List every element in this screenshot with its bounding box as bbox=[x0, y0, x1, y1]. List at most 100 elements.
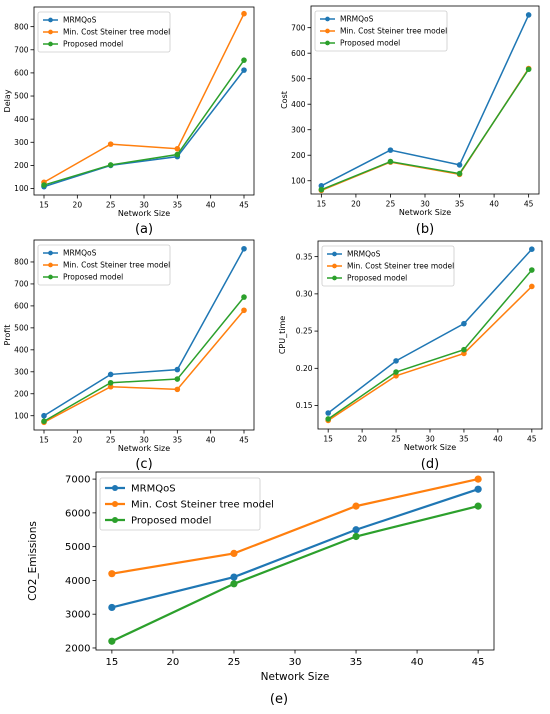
x-tick-label: 20 bbox=[73, 201, 83, 210]
y-tick-label: 7000 bbox=[65, 475, 90, 486]
legend-label-proposed: Proposed model bbox=[63, 40, 123, 49]
y-tick-label: 5000 bbox=[65, 542, 90, 553]
legend-box bbox=[37, 244, 171, 286]
data-point-mrmqos bbox=[318, 183, 325, 189]
data-point-min-cost bbox=[474, 475, 482, 483]
data-point-mrmqos bbox=[230, 573, 238, 581]
x-tick-label: 30 bbox=[425, 435, 435, 444]
data-point-proposed bbox=[352, 532, 360, 541]
data-point-proposed bbox=[325, 416, 331, 422]
legend-label-proposed: Proposed model bbox=[340, 39, 400, 48]
panel-caption: (b) bbox=[416, 222, 434, 237]
x-tick-label: 25 bbox=[228, 657, 241, 668]
series-line-proposed bbox=[43, 59, 245, 186]
data-point-proposed bbox=[318, 186, 325, 193]
data-point-proposed bbox=[174, 376, 181, 382]
series-line-mrmqos bbox=[321, 14, 530, 187]
y-tick-label: 400 bbox=[14, 345, 29, 354]
data-point-proposed bbox=[230, 580, 238, 588]
x-tick-label: 35 bbox=[173, 201, 183, 210]
data-point-mrmqos bbox=[393, 358, 399, 364]
x-tick-label: 30 bbox=[139, 436, 149, 445]
y-tick-label: 100 bbox=[291, 176, 306, 185]
legend-marker-proposed bbox=[48, 41, 53, 47]
panel-caption: (d) bbox=[421, 457, 439, 472]
y-tick-label: 4000 bbox=[65, 576, 90, 587]
y-axis-label: CPU_time bbox=[278, 316, 287, 354]
data-point-proposed bbox=[41, 182, 47, 188]
x-tick-label: 20 bbox=[351, 200, 361, 209]
legend-marker-proposed bbox=[332, 275, 337, 281]
x-tick-label: 40 bbox=[489, 200, 499, 209]
legend-marker-mrmqos bbox=[48, 17, 53, 23]
y-axis-label: Cost bbox=[280, 91, 289, 109]
series-line-mrmqos bbox=[111, 488, 479, 609]
legend-marker-min-cost bbox=[332, 263, 337, 269]
panel-caption: (a) bbox=[135, 222, 153, 237]
y-tick-label: 300 bbox=[14, 138, 29, 147]
x-tick-label: 40 bbox=[411, 657, 424, 668]
legend-label-mrmqos: MRMQoS bbox=[63, 16, 97, 25]
data-point-min-cost bbox=[352, 502, 360, 510]
series-line-proposed bbox=[321, 68, 530, 191]
legend-marker-mrmqos bbox=[325, 16, 330, 22]
legend-marker-proposed bbox=[48, 274, 53, 280]
panel-caption: (c) bbox=[135, 457, 152, 472]
data-point-mrmqos bbox=[241, 245, 247, 252]
y-tick-label: 500 bbox=[14, 92, 29, 101]
data-point-mrmqos bbox=[352, 526, 360, 534]
data-point-mrmqos bbox=[241, 67, 247, 73]
legend-label-mrmqos: MRMQoS bbox=[340, 15, 374, 24]
data-point-min-cost bbox=[174, 386, 181, 393]
legend-label-mrmqos: MRMQoS bbox=[63, 249, 97, 258]
legend-label-proposed: Proposed model bbox=[347, 274, 407, 283]
data-point-mrmqos bbox=[461, 320, 467, 327]
legend-label-min-cost: Min. Cost Steiner tree model bbox=[347, 262, 454, 271]
series-line-min-cost bbox=[321, 68, 530, 192]
y-tick-label: 100 bbox=[14, 184, 29, 193]
legend-box bbox=[99, 477, 261, 531]
data-point-proposed bbox=[41, 418, 47, 425]
data-point-min-cost bbox=[230, 549, 238, 558]
legend-marker-proposed bbox=[111, 516, 119, 524]
y-tick-label: 500 bbox=[14, 323, 29, 332]
legend-label-mrmqos: MRMQoS bbox=[347, 250, 381, 259]
y-tick-label: 200 bbox=[14, 389, 29, 398]
data-point-mrmqos bbox=[174, 366, 181, 373]
data-point-proposed bbox=[525, 66, 532, 73]
data-point-mrmqos bbox=[108, 603, 116, 612]
x-tick-label: 30 bbox=[289, 657, 302, 668]
data-point-mrmqos bbox=[325, 410, 331, 416]
y-tick-label: 300 bbox=[14, 367, 29, 376]
y-tick-label: 0.20 bbox=[296, 364, 313, 373]
data-point-min-cost bbox=[107, 383, 114, 390]
y-tick-label: 700 bbox=[14, 280, 29, 289]
y-tick-label: 400 bbox=[291, 100, 306, 109]
x-tick-label: 25 bbox=[386, 200, 396, 209]
chart-panel-4: 15 20 25 30 35 40 45 0.15 0.20 0.25 0.30 0.35 Networ… bbox=[278, 240, 543, 472]
x-tick-label: 25 bbox=[106, 436, 116, 445]
chart-panel-3: 15 20 25 30 35 40 45 100 200 300 400 500 600 700 800 Ne… bbox=[3, 239, 255, 472]
x-tick-label: 40 bbox=[206, 201, 216, 210]
data-point-proposed bbox=[461, 346, 467, 353]
data-point-mrmqos bbox=[456, 162, 463, 168]
legend-marker-mrmqos bbox=[332, 251, 337, 257]
data-point-min-cost bbox=[529, 283, 535, 290]
y-tick-label: 6000 bbox=[65, 508, 90, 519]
y-tick-label: 600 bbox=[291, 49, 306, 58]
x-axis-label: Network Size bbox=[404, 443, 456, 452]
data-point-proposed bbox=[387, 158, 394, 165]
x-tick-label: 25 bbox=[106, 201, 116, 210]
x-axis-label: Network Size bbox=[399, 208, 451, 217]
y-tick-label: 700 bbox=[291, 23, 306, 32]
data-point-mrmqos bbox=[529, 246, 535, 252]
y-tick-label: 0.30 bbox=[296, 289, 313, 298]
series-line-mrmqos bbox=[43, 69, 245, 188]
series-line-proposed bbox=[111, 505, 479, 643]
x-tick-label: 35 bbox=[455, 200, 465, 209]
legend-marker-min-cost bbox=[325, 28, 330, 34]
x-axis-label: Network Size bbox=[118, 209, 170, 218]
data-point-proposed bbox=[108, 637, 116, 645]
y-tick-label: 700 bbox=[14, 45, 29, 54]
